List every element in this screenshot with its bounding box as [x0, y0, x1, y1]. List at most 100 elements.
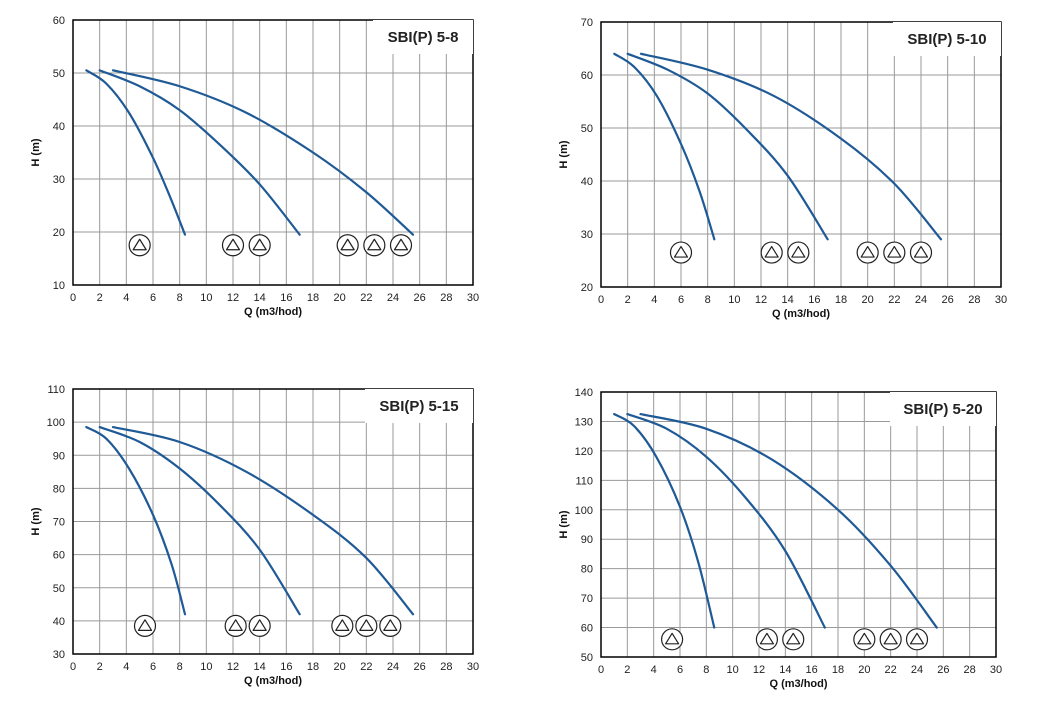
pump-curve-2 — [626, 52, 829, 241]
x-tick-label: 4 — [651, 664, 657, 676]
x-tick-label: 26 — [937, 664, 949, 676]
y-tick-label: 60 — [581, 70, 593, 82]
pump-symbol-icon — [355, 614, 378, 637]
pump-symbol-icon — [853, 628, 876, 651]
x-tick-label: 6 — [150, 661, 156, 673]
x-tick-label: 0 — [70, 292, 76, 304]
y-tick-label: 40 — [581, 176, 593, 188]
x-tick-label: 24 — [387, 661, 399, 673]
pump-symbol-icon — [660, 628, 684, 651]
x-tick-label: 2 — [97, 661, 103, 673]
pump-symbol-icon — [248, 234, 271, 257]
x-tick-label: 20 — [334, 661, 346, 673]
y-axis-label: H (m) — [558, 510, 570, 538]
y-tick-label: 30 — [53, 174, 65, 186]
x-tick-label: 10 — [200, 292, 212, 304]
x-tick-label: 2 — [625, 294, 631, 306]
x-tick-label: 26 — [414, 661, 426, 673]
pump-curve-3 — [111, 425, 415, 616]
y-axis-label: H (m) — [30, 138, 42, 166]
x-tick-label: 16 — [806, 664, 818, 676]
y-tick-label: 110 — [47, 384, 65, 396]
y-tick-label: 90 — [581, 534, 593, 546]
pump-symbol-icon — [379, 614, 402, 637]
x-tick-label: 30 — [990, 664, 1002, 676]
pump-curve-2 — [98, 425, 301, 616]
y-tick-label: 80 — [581, 564, 593, 576]
x-tick-label: 24 — [915, 294, 927, 306]
y-tick-label: 20 — [581, 282, 593, 294]
y-tick-label: 10 — [53, 280, 65, 292]
x-tick-label: 14 — [254, 292, 266, 304]
y-tick-label: 90 — [53, 450, 65, 462]
x-tick-label: 10 — [200, 661, 212, 673]
pump-symbol-icon — [883, 241, 906, 264]
y-tick-label: 40 — [53, 121, 65, 133]
plot-area-border — [600, 391, 997, 658]
pump-symbol-icon — [336, 234, 359, 257]
plot-area-border — [72, 19, 474, 286]
pump-symbol-icon — [909, 241, 933, 264]
y-tick-label: 100 — [47, 417, 65, 429]
x-tick-label: 28 — [440, 661, 452, 673]
pump-symbol-icon — [133, 614, 157, 637]
pump-symbol-icon — [782, 628, 805, 651]
y-tick-label: 70 — [581, 593, 593, 605]
x-tick-label: 0 — [598, 294, 604, 306]
x-tick-label: 14 — [779, 664, 791, 676]
x-tick-label: 12 — [227, 292, 239, 304]
title-box — [365, 389, 473, 423]
chart-title: SBI(P) 5-8 — [388, 29, 459, 46]
x-tick-label: 4 — [651, 294, 657, 306]
y-tick-label: 70 — [53, 517, 65, 529]
pump-symbol-icon — [224, 614, 247, 637]
x-tick-label: 8 — [177, 661, 183, 673]
pump-symbol-icon — [389, 234, 413, 257]
x-tick-label: 18 — [835, 294, 847, 306]
x-axis-label: Q (m3/hod) — [244, 675, 302, 687]
x-tick-label: 28 — [968, 294, 980, 306]
pump-symbol-icon — [755, 628, 779, 651]
x-tick-label: 2 — [97, 292, 103, 304]
x-tick-label: 8 — [703, 664, 709, 676]
pump-symbol-icon — [905, 628, 929, 651]
pump-symbol-icon — [879, 628, 902, 651]
y-tick-label: 60 — [53, 550, 65, 562]
pump-curve-3 — [111, 69, 415, 236]
x-tick-label: 22 — [360, 292, 372, 304]
y-axis-label: H (m) — [30, 507, 42, 535]
x-tick-label: 12 — [755, 294, 767, 306]
x-tick-label: 16 — [280, 292, 292, 304]
pump-symbol-icon — [331, 614, 354, 637]
x-tick-label: 0 — [70, 661, 76, 673]
x-tick-label: 24 — [911, 664, 923, 676]
x-tick-label: 22 — [888, 294, 900, 306]
x-tick-label: 20 — [334, 292, 346, 304]
title-box — [893, 22, 1001, 56]
y-tick-label: 50 — [53, 68, 65, 80]
x-tick-label: 30 — [995, 294, 1007, 306]
title-box — [890, 392, 996, 426]
x-tick-label: 12 — [227, 661, 239, 673]
y-tick-label: 70 — [581, 17, 593, 29]
pump-curve-1 — [613, 412, 716, 629]
x-tick-label: 28 — [964, 664, 976, 676]
chart-title: SBI(P) 5-10 — [907, 31, 986, 48]
pump-curve-1 — [85, 69, 187, 236]
x-tick-label: 12 — [753, 664, 765, 676]
pump-symbol-icon — [248, 614, 271, 637]
chart-panel-4: 0 2 4 6 8 10 12 14 16 18 20 22 24 26 28 305060708090100… — [558, 387, 1002, 690]
x-tick-label: 22 — [360, 661, 372, 673]
x-tick-label: 4 — [123, 661, 129, 673]
x-tick-label: 2 — [624, 664, 630, 676]
x-tick-label: 22 — [885, 664, 897, 676]
pump-curve-1 — [85, 425, 187, 616]
x-tick-label: 14 — [254, 661, 266, 673]
x-tick-label: 8 — [705, 294, 711, 306]
plot-area-border — [600, 21, 1002, 288]
y-tick-label: 20 — [53, 227, 65, 239]
x-tick-label: 30 — [467, 292, 479, 304]
x-tick-label: 14 — [782, 294, 794, 306]
chart-panel-1: 0 2 4 6 8 10 12 14 16 18 20 22 24 26 28 30102030405060Q… — [30, 15, 479, 318]
x-tick-label: 28 — [440, 292, 452, 304]
